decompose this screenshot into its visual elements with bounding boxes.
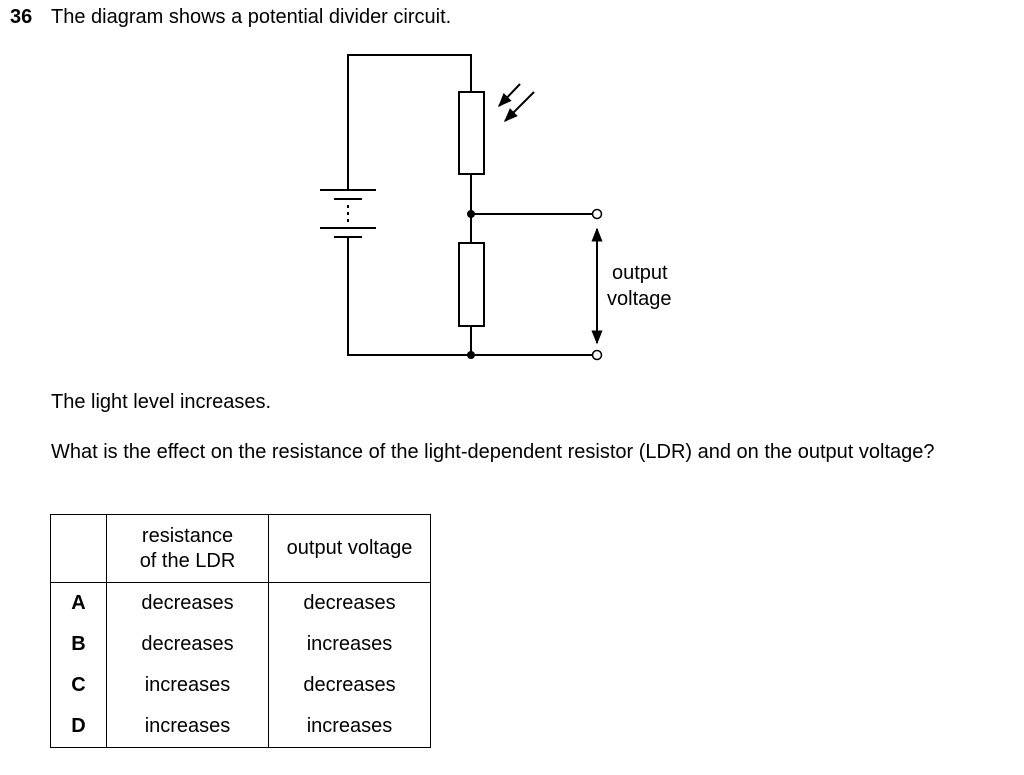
table-row[interactable]: C increases decreases xyxy=(50,665,431,706)
option-output-effect: increases xyxy=(268,706,431,748)
table-row[interactable]: B decreases increases xyxy=(50,624,431,665)
output-label-line1: output xyxy=(612,262,668,284)
question-number: 36 xyxy=(10,6,33,28)
header-ldr-line2: of the LDR xyxy=(139,549,236,572)
junction-dot-bottom xyxy=(467,351,475,359)
table-header-row: resistance of the LDR output voltage xyxy=(50,514,431,583)
top-wire xyxy=(347,54,472,190)
header-ldr-cell: resistance of the LDR xyxy=(106,514,269,583)
header-ldr-line1: resistance xyxy=(141,524,234,547)
option-ldr-effect: decreases xyxy=(106,582,269,624)
output-terminal-top xyxy=(591,208,603,220)
option-output-effect: increases xyxy=(268,624,431,665)
option-output-effect: decreases xyxy=(268,665,431,706)
option-letter: A xyxy=(50,582,107,624)
option-output-effect: decreases xyxy=(268,582,431,624)
output-label-line2: voltage xyxy=(607,288,672,310)
option-ldr-effect: increases xyxy=(106,706,269,748)
light-arrow-1 xyxy=(498,83,521,108)
option-ldr-effect: increases xyxy=(106,665,269,706)
junction-dot-top xyxy=(467,210,475,218)
header-empty-cell xyxy=(50,514,107,583)
light-arrow-2 xyxy=(504,91,535,122)
header-output-cell: output voltage xyxy=(268,514,431,583)
question-statement: The light level increases. xyxy=(51,391,272,413)
ldr-resistor xyxy=(458,91,485,175)
option-letter: B xyxy=(50,624,107,665)
question-intro: The diagram shows a potential divider ci… xyxy=(51,6,452,28)
output-terminal-bottom xyxy=(591,349,603,361)
option-letter: D xyxy=(50,706,107,748)
option-ldr-effect: decreases xyxy=(106,624,269,665)
question-prompt: What is the effect on the resistance of … xyxy=(51,441,935,463)
fixed-resistor xyxy=(458,242,485,327)
option-letter: C xyxy=(50,665,107,706)
table-row[interactable]: D increases increases xyxy=(50,706,431,748)
bottom-left-wire xyxy=(347,237,471,356)
answer-options-table: resistance of the LDR output voltage A d… xyxy=(50,514,431,748)
potential-divider-circuit: output voltage xyxy=(320,54,672,361)
table-row[interactable]: A decreases decreases xyxy=(50,582,431,624)
